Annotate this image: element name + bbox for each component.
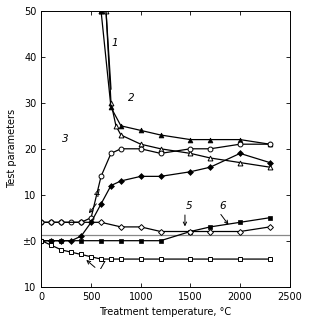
Text: 2: 2: [128, 93, 134, 103]
X-axis label: Treatment temperature, °C: Treatment temperature, °C: [99, 307, 232, 317]
Text: 7: 7: [98, 260, 105, 271]
Y-axis label: Test parameters: Test parameters: [7, 109, 17, 188]
Text: 1: 1: [112, 38, 119, 48]
Text: 5: 5: [185, 201, 192, 211]
Text: 6: 6: [219, 201, 226, 211]
Text: 4: 4: [94, 189, 101, 199]
Text: 3: 3: [62, 134, 69, 144]
